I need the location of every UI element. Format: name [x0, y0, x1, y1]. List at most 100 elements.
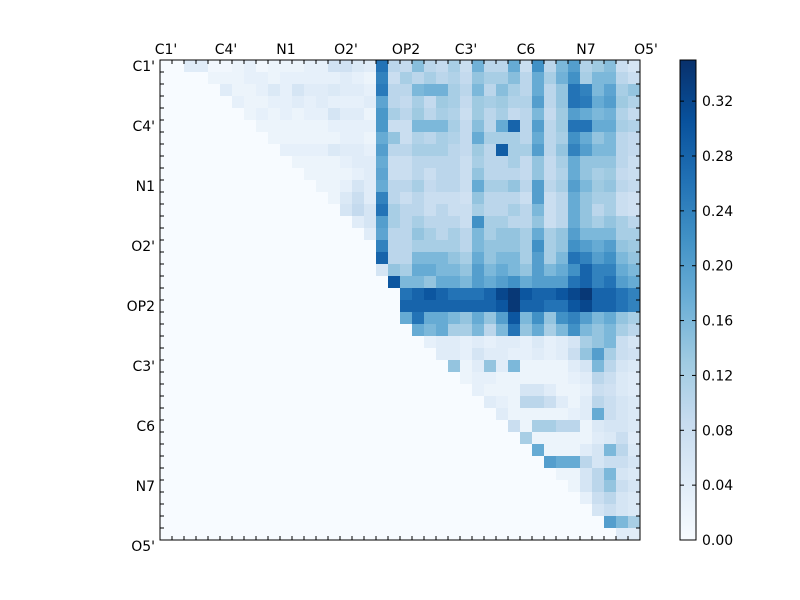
heatmap-cell [256, 312, 269, 325]
y-tick-label: C1' [132, 59, 155, 75]
heatmap-cell [472, 120, 485, 133]
heatmap-cell [280, 492, 293, 505]
heatmap-cell [448, 108, 461, 121]
heatmap-cell [544, 360, 557, 373]
heatmap-cell [436, 420, 449, 433]
heatmap-cell [460, 480, 473, 493]
heatmap-cell [568, 108, 581, 121]
heatmap-cell [304, 156, 317, 169]
heatmap-cell [448, 96, 461, 109]
heatmap-cell [484, 384, 497, 397]
heatmap-cell [592, 144, 605, 157]
heatmap-cell [568, 60, 581, 73]
heatmap-cell [280, 108, 293, 121]
heatmap-cell [484, 420, 497, 433]
heatmap-cell [268, 348, 281, 361]
heatmap-cell [376, 480, 389, 493]
heatmap-cell [232, 192, 245, 205]
heatmap-cell [568, 132, 581, 145]
heatmap-cell [256, 468, 269, 481]
heatmap-cell [184, 384, 197, 397]
heatmap-cell [184, 504, 197, 517]
heatmap-cell [364, 216, 377, 229]
heatmap-cell [484, 120, 497, 133]
heatmap-cell [352, 204, 365, 217]
heatmap-cell [616, 360, 629, 373]
heatmap-cell [424, 72, 437, 85]
heatmap-cell [328, 504, 341, 517]
heatmap-cell [472, 264, 485, 277]
heatmap-cell [172, 240, 185, 253]
heatmap-cell [256, 72, 269, 85]
heatmap-cell [460, 312, 473, 325]
heatmap-cell [412, 84, 425, 97]
heatmap-cell [172, 144, 185, 157]
heatmap-cell [268, 144, 281, 157]
heatmap-cell [376, 156, 389, 169]
heatmap-cell [292, 108, 305, 121]
heatmap-cell [556, 312, 569, 325]
heatmap-cell [304, 528, 317, 541]
heatmap-cell [604, 516, 617, 529]
heatmap-cell [244, 468, 257, 481]
heatmap-cell [388, 108, 401, 121]
heatmap-cell [388, 324, 401, 337]
heatmap-cell [604, 480, 617, 493]
heatmap-cell [424, 384, 437, 397]
heatmap-cell [412, 228, 425, 241]
heatmap-cell [532, 408, 545, 421]
heatmap-cell [580, 300, 593, 313]
heatmap-cell [256, 264, 269, 277]
heatmap-cell [352, 516, 365, 529]
heatmap-cell [388, 504, 401, 517]
heatmap-cell [220, 84, 233, 97]
heatmap-cell [316, 516, 329, 529]
heatmap-cell [196, 252, 209, 265]
heatmap-cell [556, 264, 569, 277]
heatmap-cell [496, 396, 509, 409]
heatmap-cell [400, 516, 413, 529]
heatmap-cell [556, 132, 569, 145]
heatmap-cell [328, 156, 341, 169]
heatmap-cell [220, 300, 233, 313]
heatmap-cell [172, 336, 185, 349]
heatmap-cell [160, 288, 173, 301]
heatmap-cell [256, 228, 269, 241]
heatmap-cell [220, 432, 233, 445]
heatmap-cell [616, 468, 629, 481]
heatmap-cell [388, 144, 401, 157]
heatmap-cell [304, 432, 317, 445]
heatmap-cell [424, 468, 437, 481]
heatmap-cell [232, 168, 245, 181]
heatmap-cell [340, 420, 353, 433]
heatmap-cell [628, 240, 641, 253]
heatmap-cell [508, 480, 521, 493]
heatmap-cell [232, 384, 245, 397]
heatmap-cell [388, 228, 401, 241]
heatmap-cell [340, 324, 353, 337]
heatmap-cell [340, 288, 353, 301]
heatmap-cell [280, 336, 293, 349]
heatmap-cell [292, 288, 305, 301]
heatmap-cell [364, 264, 377, 277]
heatmap-cell [580, 108, 593, 121]
heatmap-cell [208, 228, 221, 241]
heatmap-cell [592, 312, 605, 325]
heatmap-cell [316, 408, 329, 421]
heatmap-cell [532, 492, 545, 505]
heatmap-cell [208, 84, 221, 97]
heatmap-cell [604, 132, 617, 145]
heatmap-cell [532, 228, 545, 241]
heatmap-cell [280, 480, 293, 493]
heatmap-cell [592, 384, 605, 397]
heatmap-cell [268, 192, 281, 205]
heatmap-cell [448, 192, 461, 205]
heatmap-cell [268, 264, 281, 277]
heatmap-cell [568, 528, 581, 541]
heatmap-cell [628, 492, 641, 505]
heatmap-cell [328, 480, 341, 493]
heatmap-cell [532, 432, 545, 445]
heatmap-cell [232, 156, 245, 169]
heatmap-cell [328, 432, 341, 445]
heatmap-cell [532, 444, 545, 457]
